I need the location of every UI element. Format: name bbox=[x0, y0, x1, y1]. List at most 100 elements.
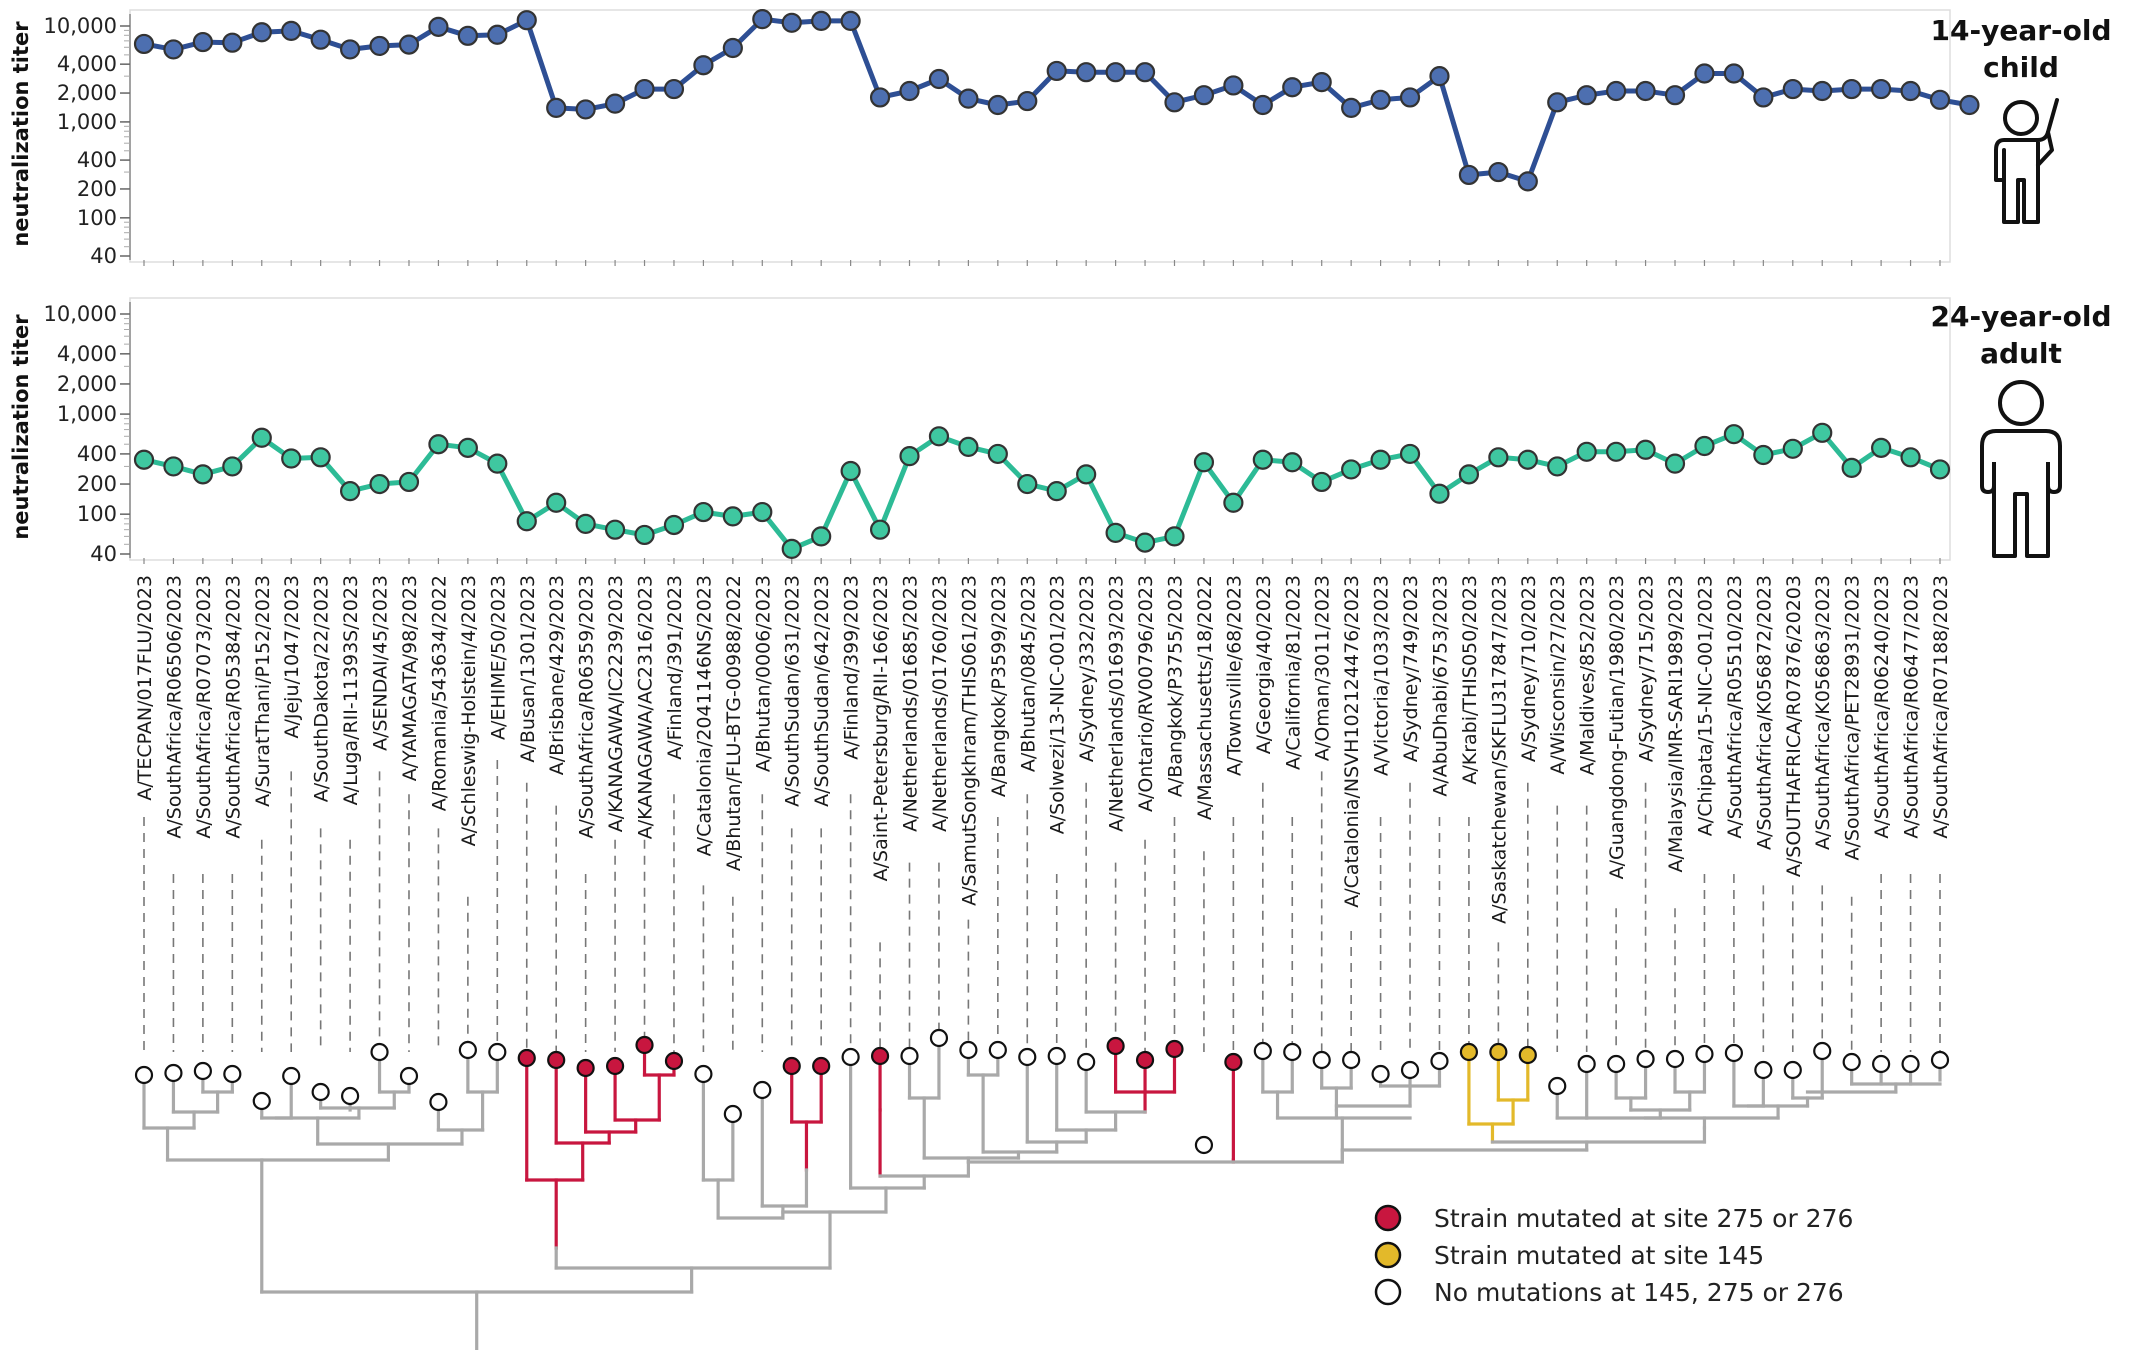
strain-label: A/Sydney/749/2023 bbox=[1400, 575, 1422, 762]
data-point bbox=[663, 78, 685, 100]
data-point bbox=[575, 99, 596, 120]
data-point bbox=[1105, 62, 1126, 83]
y-tick-label: 4,000 bbox=[57, 342, 117, 366]
data-point bbox=[1429, 66, 1450, 87]
strain-label: A/SouthAfrica/R06477/2023 bbox=[1901, 575, 1923, 839]
tree-tip bbox=[252, 1091, 271, 1111]
data-point bbox=[1547, 92, 1568, 113]
tree-tip bbox=[1754, 1060, 1773, 1080]
data-point bbox=[1134, 62, 1156, 83]
data-point bbox=[281, 20, 302, 41]
tree-tip bbox=[1018, 1047, 1037, 1067]
data-point bbox=[1311, 72, 1332, 93]
y-tick-label: 4,000 bbox=[57, 52, 117, 76]
tree-tip bbox=[1459, 1042, 1479, 1062]
tree-tip bbox=[429, 1092, 448, 1112]
panel-titles: 14-year-old child 24-year-old adult bbox=[1930, 14, 2111, 370]
tree-tip bbox=[1253, 1041, 1272, 1061]
data-point bbox=[1046, 60, 1067, 82]
data-point bbox=[1664, 85, 1686, 106]
adult-icon bbox=[1980, 380, 2062, 558]
data-point bbox=[928, 68, 950, 90]
y-tick-label: 200 bbox=[77, 177, 117, 201]
y-tick-label: 1,000 bbox=[57, 402, 117, 426]
data-point bbox=[1429, 483, 1450, 504]
data-point bbox=[1223, 75, 1244, 96]
data-point bbox=[1871, 78, 1892, 100]
strain-label: A/SamutSongkhram/THIS061/2023 bbox=[958, 575, 980, 906]
data-point bbox=[133, 33, 155, 55]
data-point bbox=[1076, 464, 1097, 485]
strain-label: A/Catalonia/NSVH102124476/2023 bbox=[1341, 575, 1363, 908]
strain-label: A/Georgia/40/2023 bbox=[1253, 575, 1275, 754]
strain-label: A/Sydney/710/2023 bbox=[1518, 575, 1540, 762]
strain-label: A/Bhutan/0006/2023 bbox=[752, 575, 774, 772]
tree-tip bbox=[1224, 1052, 1243, 1072]
data-point bbox=[1606, 441, 1627, 462]
strain-label: A/SouthAfrica/R05510/2023 bbox=[1724, 575, 1746, 839]
data-point bbox=[1341, 97, 1362, 118]
data-point bbox=[781, 12, 802, 33]
tree-tip bbox=[488, 1042, 507, 1062]
data-point bbox=[958, 88, 979, 109]
data-point bbox=[1193, 452, 1215, 473]
data-point bbox=[1282, 452, 1303, 473]
y-tick-label: 1,000 bbox=[57, 110, 117, 134]
data-point bbox=[1399, 443, 1421, 465]
tree-tip bbox=[164, 1063, 183, 1083]
data-point bbox=[899, 80, 920, 102]
strain-label: A/Chipata/15-NIC-001/2023 bbox=[1694, 575, 1716, 836]
y-tick-label: 100 bbox=[77, 206, 117, 230]
tree-tip bbox=[929, 1028, 949, 1048]
data-point bbox=[1488, 447, 1509, 468]
strain-label: A/Busan/1301/2023 bbox=[517, 575, 539, 763]
panel2-title-line2: adult bbox=[1980, 337, 2062, 370]
tree-tip bbox=[870, 1046, 890, 1066]
strain-label: A/SouthAfrica/K056872/2023 bbox=[1753, 575, 1775, 850]
data-point bbox=[222, 32, 243, 53]
strain-label: A/Bangkok/P3755/2023 bbox=[1164, 575, 1186, 797]
tree-tip bbox=[635, 1035, 654, 1055]
data-point bbox=[634, 78, 655, 100]
data-point bbox=[1606, 80, 1627, 102]
data-point bbox=[722, 506, 743, 527]
data-point bbox=[1871, 437, 1892, 458]
tree-tip bbox=[1636, 1049, 1655, 1069]
strain-label: A/SouthAfrica/R05384/2023 bbox=[222, 575, 244, 839]
tree-tip bbox=[1842, 1052, 1861, 1072]
tree-tip bbox=[282, 1066, 301, 1086]
strain-label: A/SouthAfrica/PET28931/2023 bbox=[1842, 575, 1864, 860]
data-point bbox=[1576, 441, 1597, 462]
data-point bbox=[811, 526, 832, 547]
data-point bbox=[1046, 481, 1067, 502]
data-point bbox=[457, 25, 478, 46]
data-point bbox=[1635, 439, 1656, 460]
data-point bbox=[369, 473, 390, 495]
strain-label: A/KANAGAWA/IC2239/2023 bbox=[605, 575, 627, 832]
strain-label: A/SuratThani/P152/2023 bbox=[252, 575, 274, 807]
strain-label: A/Victoria/1033/2023 bbox=[1371, 575, 1393, 776]
data-point bbox=[899, 446, 920, 467]
strain-label: A/KANAGAWA/AC2316/2023 bbox=[635, 575, 657, 839]
data-point bbox=[928, 426, 950, 447]
strain-label: A/SouthAfrica/R06359/2023 bbox=[576, 575, 598, 839]
strain-label: A/SouthAfrica/R06240/2023 bbox=[1871, 575, 1893, 839]
data-point bbox=[133, 449, 155, 470]
data-point bbox=[1458, 464, 1480, 485]
y-tick-label: 100 bbox=[77, 502, 117, 526]
data-point bbox=[457, 437, 478, 458]
strain-label: A/Guangdong-Futian/1980/2023 bbox=[1606, 575, 1628, 879]
strain-label: A/Townsville/68/2023 bbox=[1223, 575, 1245, 776]
data-point bbox=[1399, 87, 1421, 108]
legend-marker bbox=[1374, 1204, 1402, 1232]
data-point bbox=[1164, 92, 1185, 113]
strain-label: A/SOUTHAFRICA/R07876/20203 bbox=[1783, 575, 1805, 877]
data-point bbox=[163, 39, 184, 60]
legend-label: Strain mutated at site 145 bbox=[1434, 1241, 1764, 1270]
y-tick-label: 400 bbox=[77, 148, 117, 172]
data-point bbox=[1576, 85, 1597, 106]
strain-label: A/Saint-Petersburg/RII-166/2023 bbox=[870, 575, 892, 881]
strain-label: A/Finland/391/2023 bbox=[664, 575, 686, 760]
panel-1: 40 100 200 400 1,000 2,000 4,000 10,000 neutrali… bbox=[9, 9, 1980, 268]
data-point bbox=[192, 31, 213, 53]
